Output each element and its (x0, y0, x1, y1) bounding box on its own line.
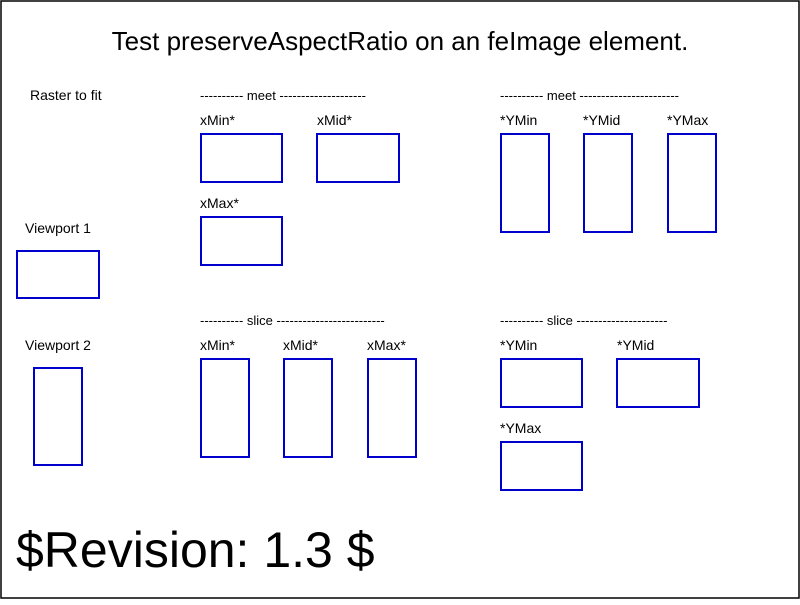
meet-xmid-box (316, 133, 400, 183)
meet-xmid-label: xMid* (317, 112, 353, 128)
meet-ymid-label: *YMid (583, 112, 620, 128)
slice-ymid-box (616, 358, 700, 408)
viewport2-box (33, 367, 83, 466)
meet-ymin-label: *YMin (500, 112, 537, 128)
meet-ymid-box (583, 133, 633, 233)
meet-xmax-label: xMax* (200, 195, 239, 211)
viewport1-label: Viewport 1 (25, 220, 91, 236)
meet-xmin-label: xMin* (200, 112, 236, 128)
meet-xmax-box (200, 216, 283, 266)
slice-ymax-label: *YMax (500, 420, 541, 436)
slice-y-header: ---------- slice --------------------- (500, 313, 667, 328)
meet-y-header: ---------- meet ----------------------- (500, 88, 679, 103)
slice-xmid-label: xMid* (283, 337, 319, 353)
slice-xmax-box (367, 358, 417, 458)
meet-ymin-box (500, 133, 550, 233)
slice-ymid-label: *YMid (617, 337, 654, 353)
revision-text: $Revision: 1.3 $ (16, 522, 375, 578)
meet-xmin-box (200, 133, 283, 183)
meet-x-header: ---------- meet -------------------- (200, 88, 366, 103)
meet-ymax-box (667, 133, 717, 233)
raster-label: Raster to fit (30, 87, 102, 103)
viewport1-box (16, 250, 100, 299)
viewport2-label: Viewport 2 (25, 337, 91, 353)
slice-ymin-label: *YMin (500, 337, 537, 353)
slice-xmin-box (200, 358, 250, 458)
slice-xmid-box (283, 358, 333, 458)
slice-xmax-label: xMax* (367, 337, 406, 353)
slice-ymin-box (500, 358, 583, 408)
page-title: Test preserveAspectRatio on an feImage e… (112, 26, 689, 56)
meet-ymax-label: *YMax (667, 112, 708, 128)
slice-xmin-label: xMin* (200, 337, 236, 353)
slice-ymax-box (500, 441, 583, 491)
slice-x-header: ---------- slice -----------------------… (200, 313, 385, 328)
